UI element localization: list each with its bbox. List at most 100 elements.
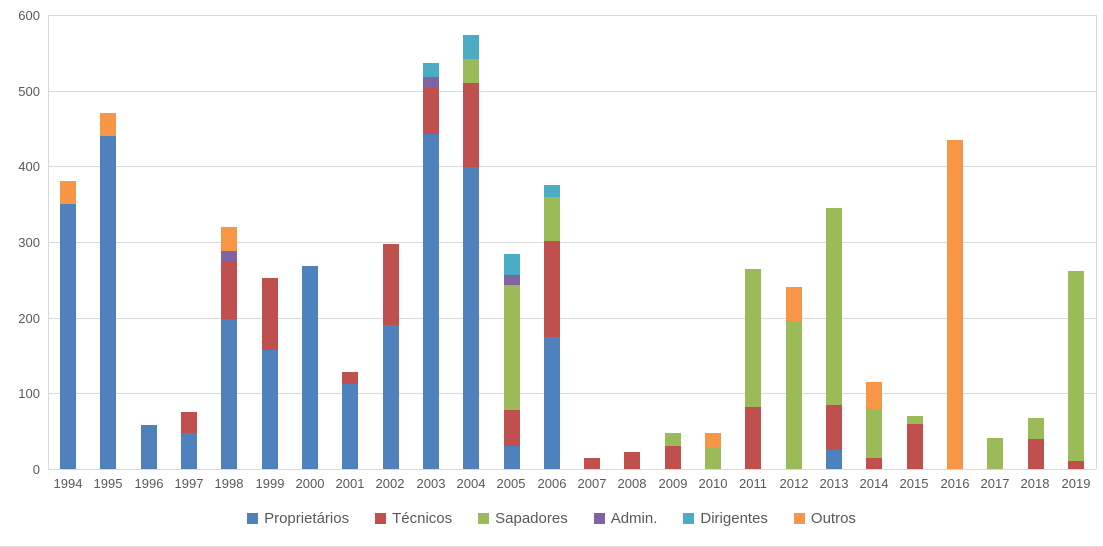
bar-segment-2019-Sapadores[interactable] (1068, 271, 1084, 462)
bar-segment-2009-Sapadores[interactable] (665, 433, 681, 447)
bar-segment-2011-Sapadores[interactable] (745, 268, 761, 407)
bar-2000 (302, 266, 318, 469)
bar-segment-2014-Outros[interactable] (866, 382, 882, 410)
gridline-y-200 (48, 318, 1096, 319)
bar-segment-2001-Técnicos[interactable] (342, 372, 358, 385)
bar-2018 (1028, 418, 1044, 469)
bar-segment-2004-Sapadores[interactable] (463, 59, 479, 83)
bar-segment-2005-Admin.[interactable] (504, 275, 520, 286)
bar-segment-1994-Outros[interactable] (60, 181, 76, 205)
bar-2005 (504, 254, 520, 469)
legend-swatch-icon (593, 513, 605, 524)
bar-segment-1999-Proprietários[interactable] (262, 349, 278, 469)
bar-segment-2016-Outros[interactable] (947, 140, 963, 469)
bar-segment-2001-Proprietários[interactable] (342, 384, 358, 469)
bar-segment-1997-Técnicos[interactable] (181, 412, 197, 433)
bar-2013 (826, 208, 842, 469)
bar-segment-2014-Técnicos[interactable] (866, 457, 882, 469)
bar-segment-2005-Proprietários[interactable] (504, 446, 520, 469)
bar-segment-2003-Admin.[interactable] (423, 76, 439, 88)
bar-segment-2000-Proprietários[interactable] (302, 266, 318, 469)
bar-segment-2018-Sapadores[interactable] (1028, 418, 1044, 439)
bar-segment-2011-Técnicos[interactable] (745, 406, 761, 469)
bar-segment-2010-Outros[interactable] (705, 433, 721, 448)
bar-segment-1994-Proprietários[interactable] (60, 204, 76, 469)
bar-segment-2007-Técnicos[interactable] (584, 458, 600, 469)
legend-item-Dirigentes[interactable]: Dirigentes (683, 510, 768, 527)
bar-segment-1997-Proprietários[interactable] (181, 432, 197, 469)
bar-segment-2006-Dirigentes[interactable] (544, 184, 560, 197)
bar-segment-2009-Técnicos[interactable] (665, 446, 681, 469)
x-axis-tick-label-2005: 2005 (496, 476, 526, 491)
bar-2003 (423, 63, 439, 469)
x-axis-tick-label-2015: 2015 (899, 476, 929, 491)
bar-1999 (262, 278, 278, 469)
y-axis-line (48, 15, 49, 469)
bar-segment-1999-Técnicos[interactable] (262, 278, 278, 350)
legend-label: Outros (810, 510, 856, 527)
legend-item-Sapadores[interactable]: Sapadores (478, 510, 568, 527)
bar-segment-2010-Sapadores[interactable] (705, 448, 721, 469)
legend-item-Outros[interactable]: Outros (793, 510, 856, 527)
bar-segment-2015-Sapadores[interactable] (907, 416, 923, 424)
bar-segment-2005-Técnicos[interactable] (504, 410, 520, 447)
bar-segment-2018-Técnicos[interactable] (1028, 438, 1044, 469)
y-axis-tick-label: 400 (18, 159, 40, 174)
bar-segment-2003-Proprietários[interactable] (423, 134, 439, 469)
bar-segment-2013-Técnicos[interactable] (826, 404, 842, 451)
bar-segment-2013-Proprietários[interactable] (826, 450, 842, 469)
y-axis-tick-label: 200 (18, 311, 40, 326)
bar-segment-2004-Proprietários[interactable] (463, 166, 479, 469)
bar-segment-2014-Sapadores[interactable] (866, 409, 882, 458)
bar-segment-2002-Técnicos[interactable] (383, 244, 399, 326)
bar-segment-2006-Proprietários[interactable] (544, 336, 560, 469)
bar-2014 (866, 382, 882, 469)
bar-2015 (907, 416, 923, 469)
bar-segment-1996-Proprietários[interactable] (141, 425, 157, 469)
y-axis-tick-label: 600 (18, 8, 40, 23)
bar-segment-2019-Técnicos[interactable] (1068, 461, 1084, 469)
bar-segment-2003-Técnicos[interactable] (423, 87, 439, 135)
x-axis-tick-label-1998: 1998 (214, 476, 244, 491)
x-axis-tick-label-1999: 1999 (255, 476, 285, 491)
bar-segment-2013-Sapadores[interactable] (826, 208, 842, 405)
bar-segment-2017-Sapadores[interactable] (987, 438, 1003, 469)
x-axis-tick-label-2008: 2008 (617, 476, 647, 491)
legend-item-Técnicos[interactable]: Técnicos (375, 510, 452, 527)
legend-item-Proprietários[interactable]: Proprietários (247, 510, 349, 527)
bar-segment-2006-Sapadores[interactable] (544, 196, 560, 241)
bar-segment-2006-Técnicos[interactable] (544, 240, 560, 337)
bar-segment-2005-Sapadores[interactable] (504, 285, 520, 410)
x-axis-tick-label-2017: 2017 (980, 476, 1010, 491)
bar-segment-2012-Outros[interactable] (786, 287, 802, 321)
bar-segment-1995-Outros[interactable] (100, 113, 116, 137)
y-axis-tick-label: 0 (32, 462, 40, 477)
x-axis-tick-label-1994: 1994 (53, 476, 83, 491)
bar-1994 (60, 181, 76, 469)
bar-segment-2004-Técnicos[interactable] (463, 82, 479, 167)
legend: Proprietários Técnicos Sapadores Admin. Diri… (0, 510, 1103, 527)
bar-segment-2008-Técnicos[interactable] (624, 452, 640, 469)
y-axis-tick-label: 300 (18, 235, 40, 250)
bar-2004 (463, 35, 479, 469)
bar-segment-2015-Técnicos[interactable] (907, 423, 923, 469)
bar-2012 (786, 287, 802, 469)
bar-2017 (987, 438, 1003, 469)
bar-segment-2004-Dirigentes[interactable] (463, 35, 479, 60)
x-axis-tick-label-2011: 2011 (739, 476, 767, 491)
legend-label: Dirigentes (700, 510, 768, 527)
bar-segment-1998-Proprietários[interactable] (221, 319, 237, 469)
bar-2009 (665, 433, 681, 469)
bar-segment-2012-Sapadores[interactable] (786, 320, 802, 469)
legend-swatch-icon (247, 513, 259, 524)
bar-segment-2003-Dirigentes[interactable] (423, 63, 439, 77)
bar-segment-2005-Dirigentes[interactable] (504, 254, 520, 276)
bar-segment-2002-Proprietários[interactable] (383, 325, 399, 469)
bar-segment-1998-Admin.[interactable] (221, 251, 237, 262)
bar-segment-1995-Proprietários[interactable] (100, 136, 116, 469)
legend-item-Admin.[interactable]: Admin. (593, 510, 657, 527)
plot-right-border (1096, 15, 1097, 469)
bar-segment-1998-Outros[interactable] (221, 227, 237, 252)
bar-segment-1998-Técnicos[interactable] (221, 261, 237, 320)
